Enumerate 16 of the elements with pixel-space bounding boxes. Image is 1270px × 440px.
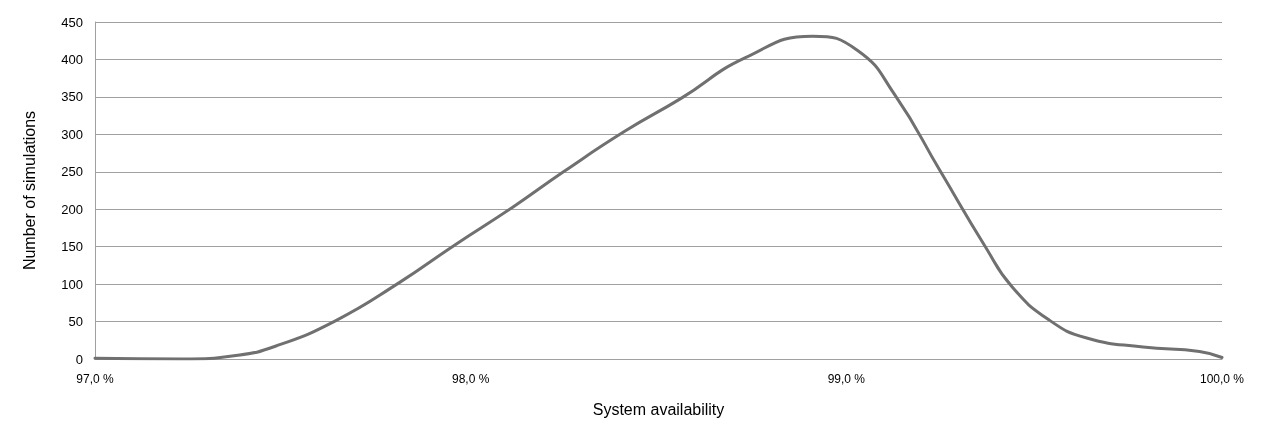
y-axis-title: Number of simulations: [20, 110, 38, 271]
y-tick-label: 350: [61, 89, 83, 105]
y-tick-label: 150: [61, 239, 83, 255]
x-axis-title: System availability: [592, 400, 725, 418]
y-tick-label: 100: [61, 276, 83, 292]
x-tick-label: 98,0 %: [451, 372, 490, 386]
x-tick-label: 99,0 %: [827, 372, 866, 386]
y-tick-label: 300: [61, 126, 83, 142]
x-tick-label: 97,0 %: [76, 372, 115, 386]
y-tick-label: 450: [61, 14, 83, 30]
y-tick-label: 50: [68, 314, 83, 330]
y-tick-label: 200: [61, 201, 83, 217]
x-tick-label: 100,0 %: [1199, 372, 1245, 386]
y-tick-label: 0: [75, 351, 83, 367]
y-tick-label: 250: [61, 164, 83, 180]
y-tick-label: 400: [61, 51, 83, 67]
